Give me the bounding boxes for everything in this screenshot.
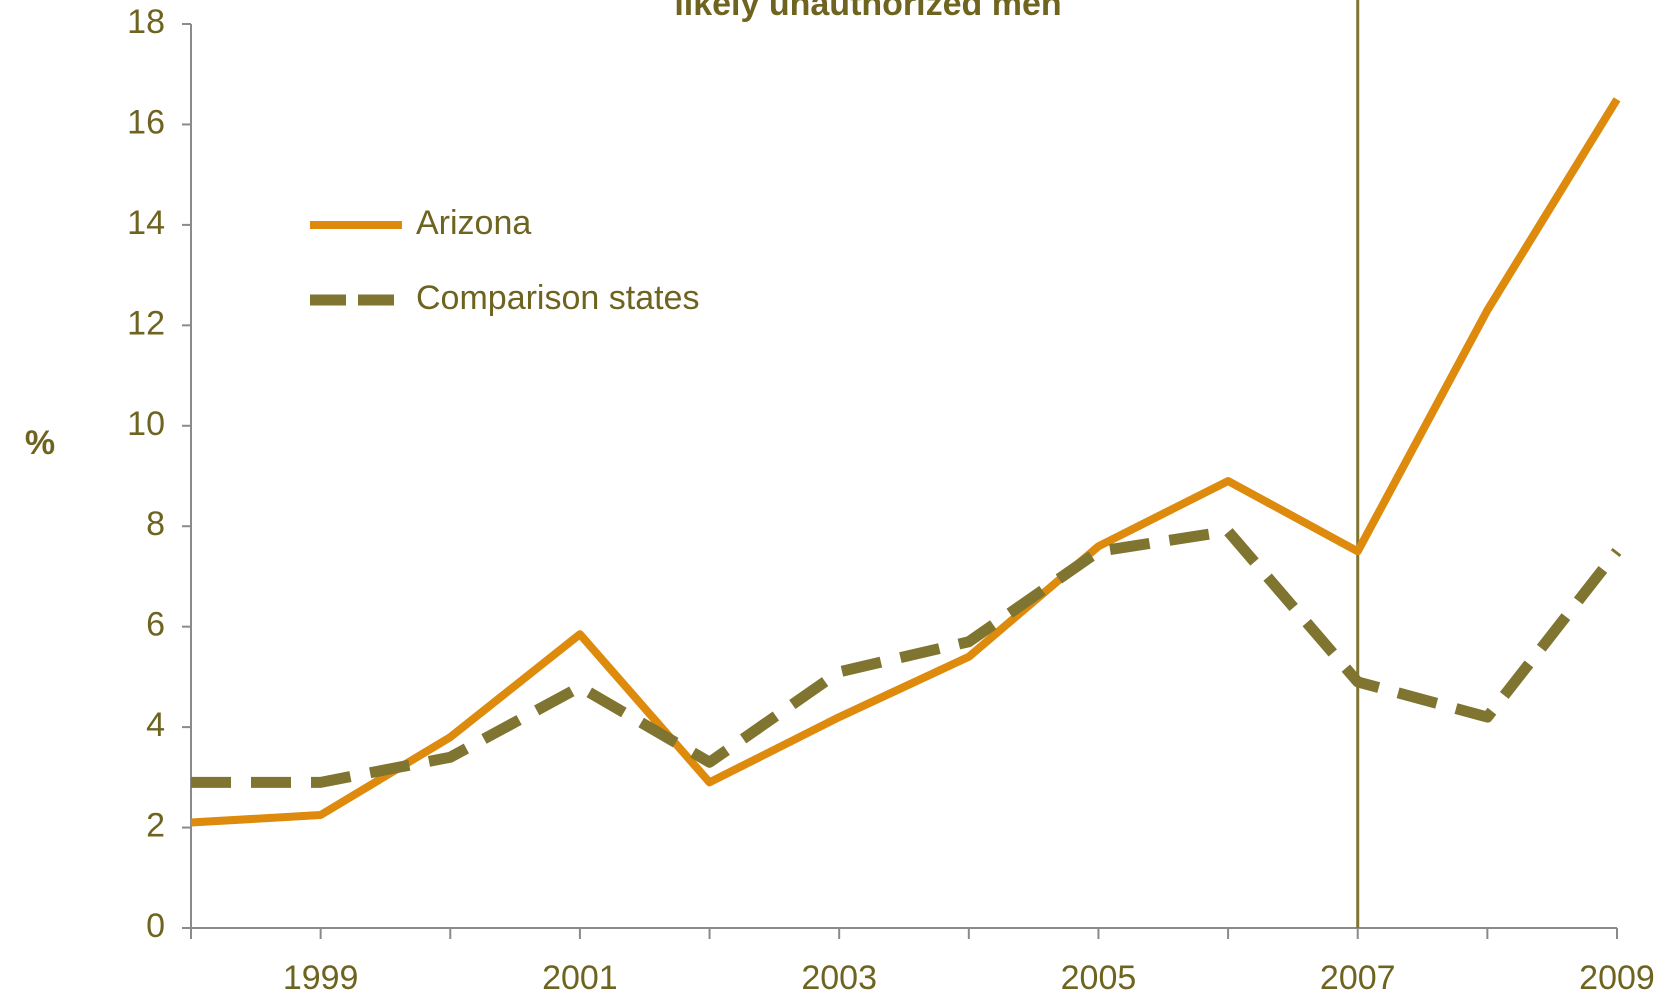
y-tick-label: 0 <box>146 907 165 945</box>
y-tick-label: 18 <box>127 3 165 41</box>
y-tick-label: 16 <box>127 103 165 141</box>
y-tick-label: 2 <box>146 807 165 845</box>
x-tick-label: 2007 <box>1320 959 1396 997</box>
y-tick-label: 10 <box>127 405 165 443</box>
legend-label: Comparison states <box>416 279 699 317</box>
x-tick-label: 2003 <box>801 959 877 997</box>
x-tick-label: 1999 <box>283 959 359 997</box>
y-tick-label: 4 <box>146 706 165 744</box>
x-tick-label: 2005 <box>1061 959 1137 997</box>
y-tick-label: 14 <box>127 204 165 242</box>
line-series <box>190 97 1621 827</box>
line-series <box>191 525 1622 788</box>
y-axis-label: % <box>25 424 55 462</box>
y-tick-label: 6 <box>146 606 165 644</box>
chart-title: likely unauthorized men <box>674 0 1061 23</box>
legend-label: Arizona <box>416 204 531 242</box>
y-tick-label: 8 <box>146 505 165 543</box>
x-tick-label: 2001 <box>542 959 618 997</box>
x-tick-label: 2009 <box>1579 959 1655 997</box>
y-tick-label: 12 <box>127 304 165 342</box>
